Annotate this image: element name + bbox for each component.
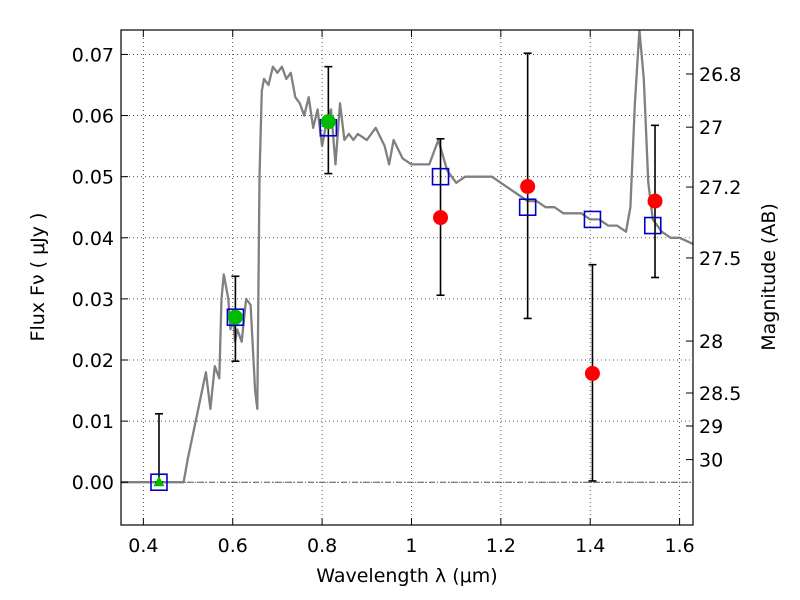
model-photometry-square xyxy=(150,473,168,492)
green-triangle-point xyxy=(153,476,165,487)
magnitude-tick-labels: 26.8 27 27.2 27.5 28 28.5 29 30 xyxy=(699,64,741,472)
model-photometry-square xyxy=(518,198,537,217)
model-photometry-square xyxy=(226,308,245,327)
y-tick-label: 0.04 xyxy=(72,228,114,250)
red-data-point xyxy=(433,210,449,226)
y-tick-label: 0.02 xyxy=(72,350,114,372)
magnitude-tick-label: 27.5 xyxy=(699,248,741,270)
model-photometry-square xyxy=(583,210,602,229)
model-photometry-square xyxy=(431,167,450,186)
x-tick-label: 0.4 xyxy=(128,535,158,557)
y-tick-label: 0.01 xyxy=(72,411,114,433)
y-tick-label: 0.03 xyxy=(72,289,114,311)
grid-lines xyxy=(121,30,693,525)
observed-markers xyxy=(153,114,663,487)
tick-marks xyxy=(121,30,693,525)
magnitude-tick-label: 27.2 xyxy=(699,177,741,199)
y-axis-label: Flux Fν ( μJy ) xyxy=(27,213,49,342)
green-data-point xyxy=(227,309,243,325)
magnitude-tick-label: 28.5 xyxy=(699,383,741,405)
x-tick-label: 1.2 xyxy=(486,535,516,557)
red-data-point xyxy=(520,178,536,194)
y-tick-labels: 0.00 0.01 0.02 0.03 0.04 0.05 0.06 0.07 xyxy=(72,44,114,494)
x-tick-labels: 0.4 0.6 0.8 1 1.2 1.4 1.6 xyxy=(128,535,694,557)
x-tick-label: 1 xyxy=(405,535,417,557)
model-photometry-squares xyxy=(150,118,662,492)
y-tick-label: 0.00 xyxy=(72,472,114,494)
y-tick-label: 0.06 xyxy=(72,106,114,128)
magnitude-tick-label: 26.8 xyxy=(699,64,741,86)
spectrum-line xyxy=(121,30,693,484)
magnitude-tick-label: 30 xyxy=(699,450,723,472)
green-data-point xyxy=(320,114,336,130)
magnitude-tick-label: 29 xyxy=(699,416,723,438)
y-tick-label: 0.07 xyxy=(72,44,114,66)
plot-frame xyxy=(120,29,694,526)
red-data-point xyxy=(647,193,663,209)
red-data-point xyxy=(584,365,600,381)
right-axis-label: Magnitude (AB) xyxy=(758,203,780,351)
magnitude-tick-label: 27 xyxy=(699,117,723,139)
error-bars xyxy=(154,52,660,484)
magnitude-tick-label: 28 xyxy=(699,331,723,353)
y-tick-label: 0.05 xyxy=(72,167,114,189)
x-tick-label: 0.8 xyxy=(307,535,337,557)
x-axis-label: Wavelength λ (μm) xyxy=(316,565,497,587)
x-tick-label: 1.4 xyxy=(575,535,605,557)
x-tick-label: 0.6 xyxy=(218,535,248,557)
spectrum-layer xyxy=(121,30,693,484)
x-tick-label: 1.6 xyxy=(664,535,694,557)
model-photometry-square xyxy=(643,216,662,235)
